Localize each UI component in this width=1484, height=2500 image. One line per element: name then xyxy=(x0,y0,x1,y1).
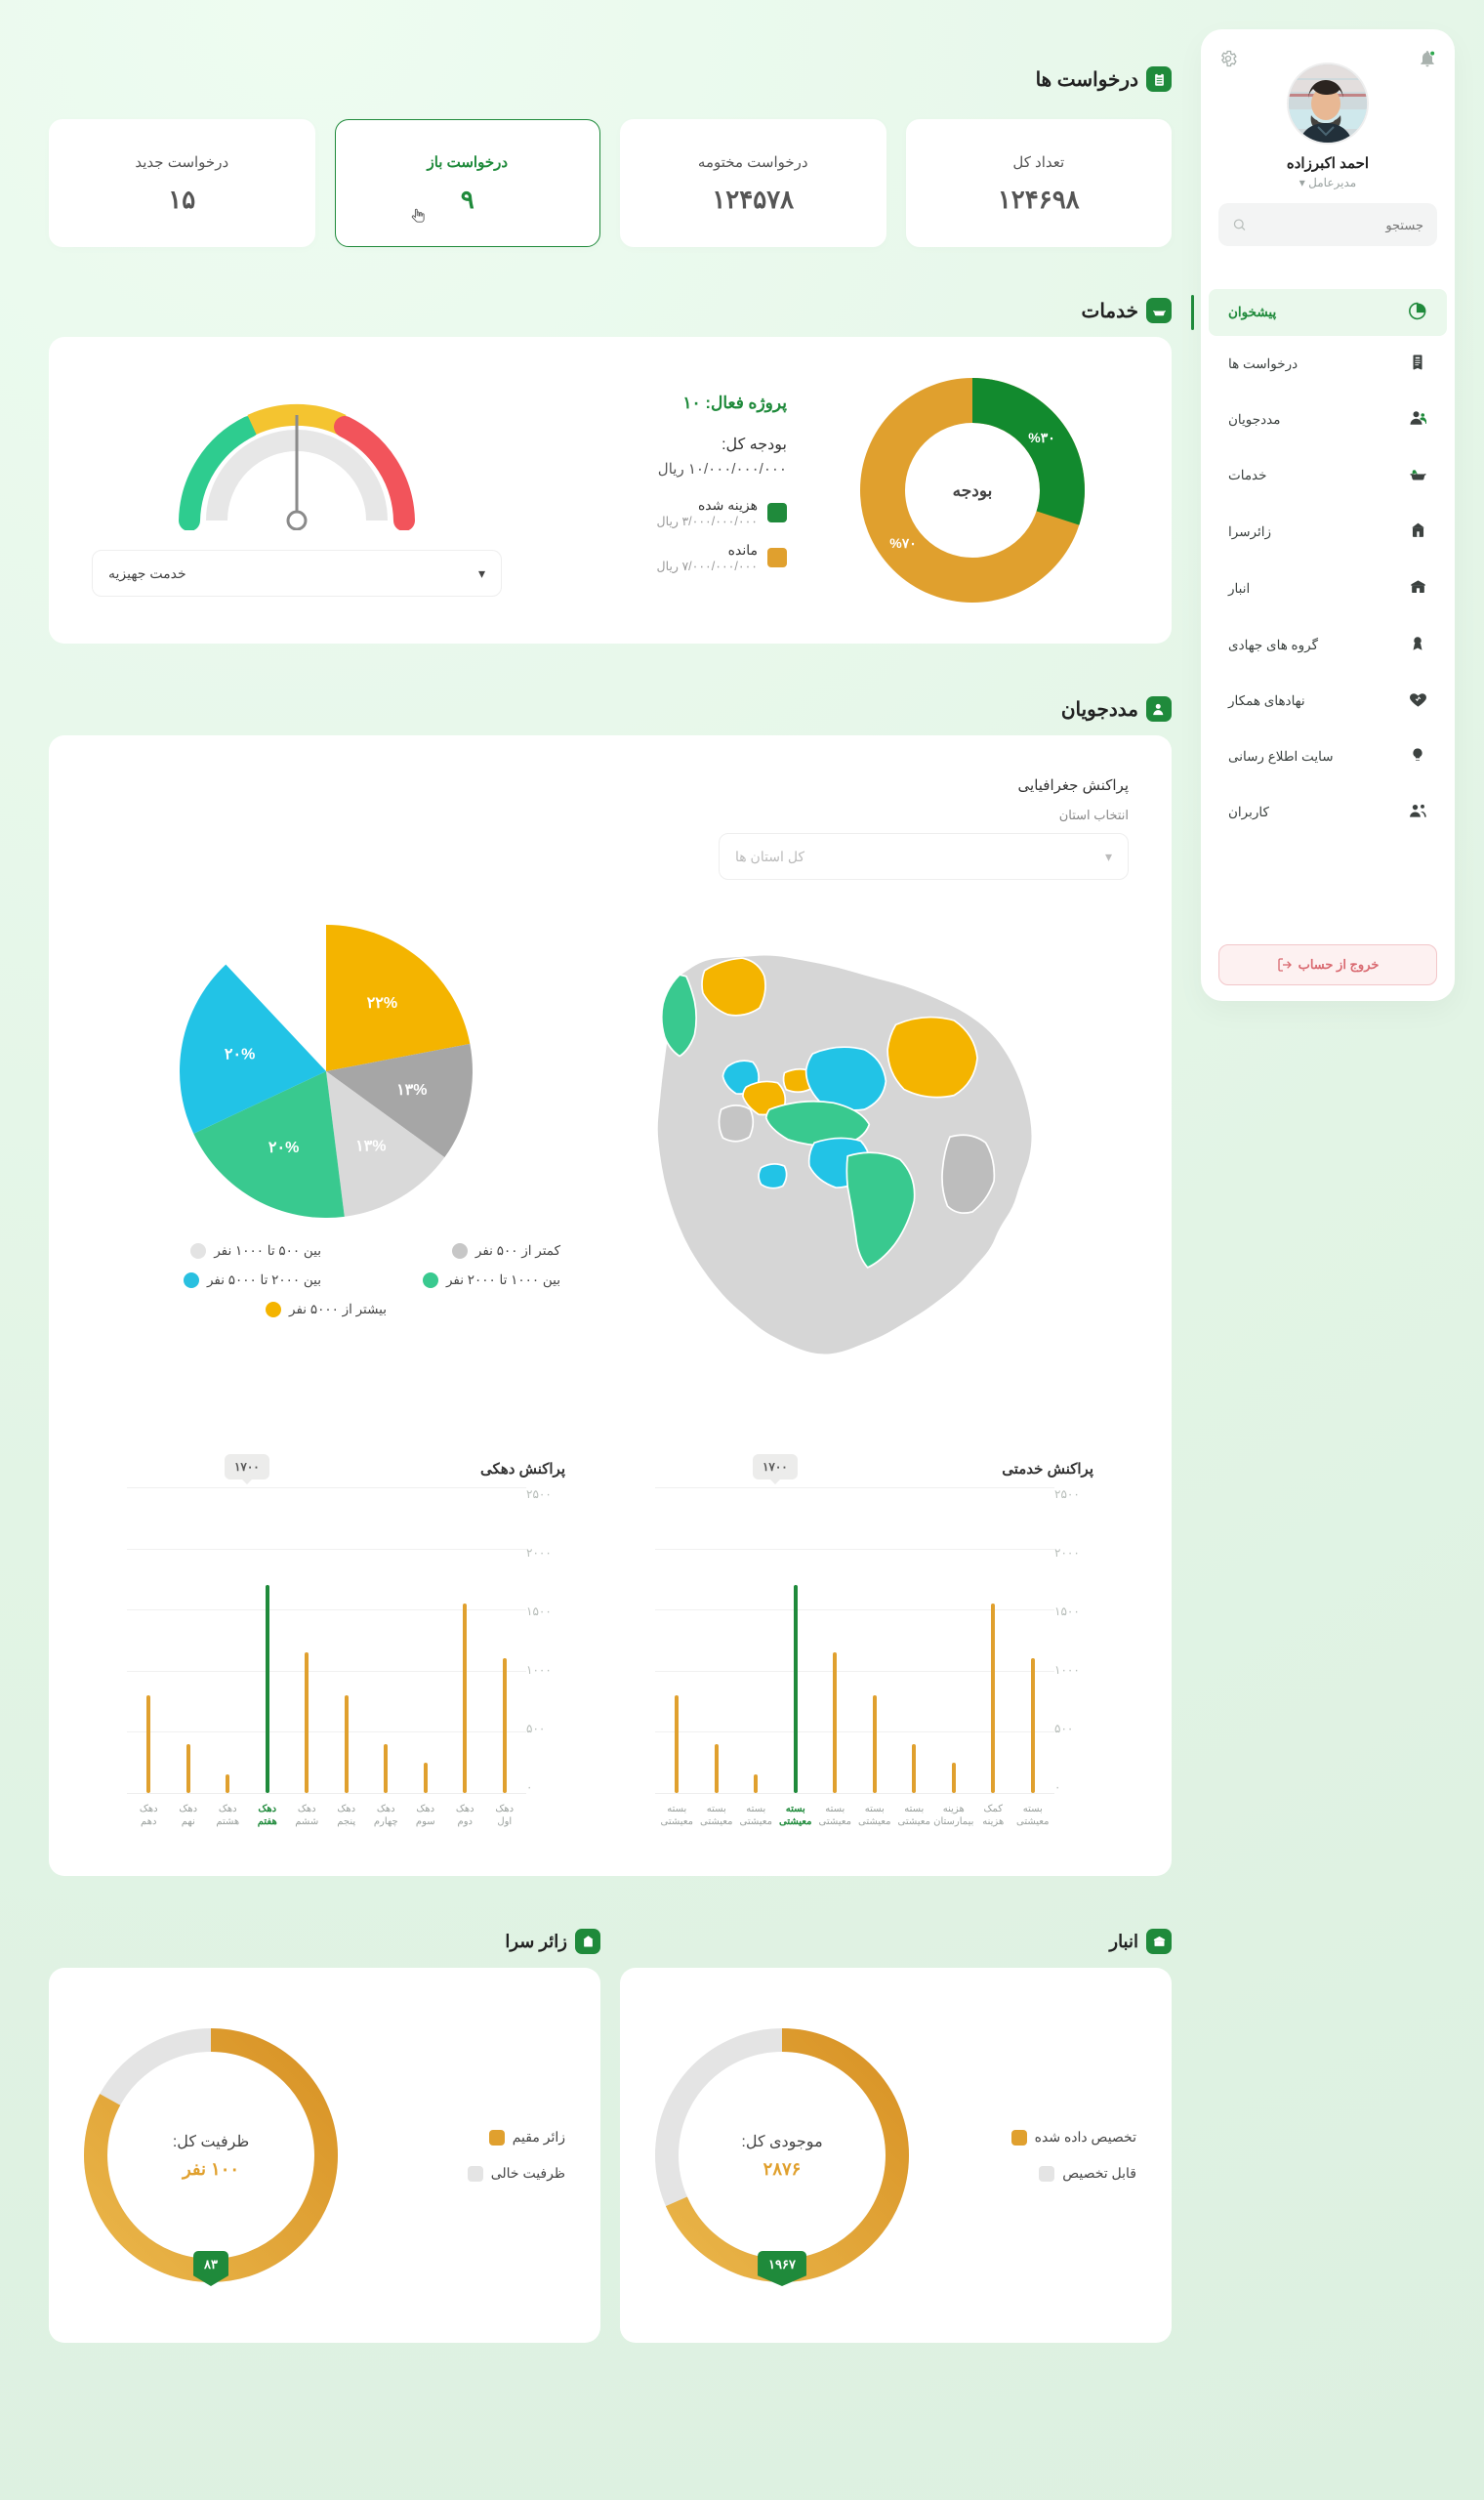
svg-text:%۷۰: %۷۰ xyxy=(889,535,917,551)
svg-text:بودجه: بودجه xyxy=(953,481,993,501)
svg-text:۲۰%: ۲۰% xyxy=(268,1140,299,1156)
svg-text:۱۳%: ۱۳% xyxy=(396,1082,427,1099)
svg-text:۱۳%: ۱۳% xyxy=(355,1139,386,1155)
svg-text:۲۰%: ۲۰% xyxy=(225,1046,255,1062)
svg-text:%۳۰: %۳۰ xyxy=(1028,430,1055,445)
svg-text:۲۲%: ۲۲% xyxy=(367,995,397,1012)
